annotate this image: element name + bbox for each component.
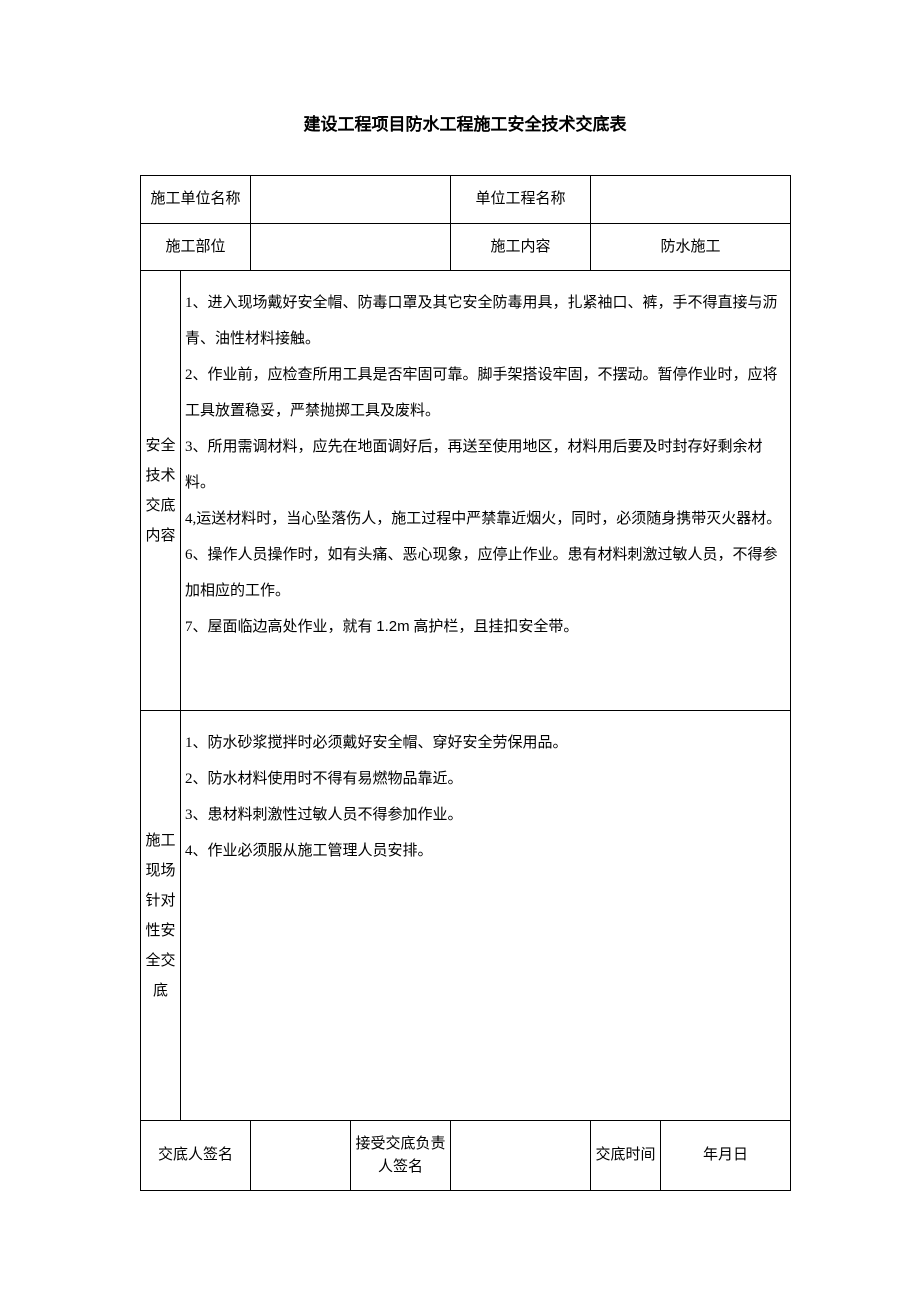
receiver-value [451,1121,591,1191]
unit-name-label: 施工单位名称 [141,176,251,224]
content-line: 1、进入现场戴好安全帽、防毒口罩及其它安全防毒用具，扎紧袖口、裤，手不得直接与沥… [185,285,782,357]
project-name-label: 单位工程名称 [451,176,591,224]
content-label: 施工内容 [451,223,591,271]
section-a-content: 1、进入现场戴好安全帽、防毒口罩及其它安全防毒用具，扎紧袖口、裤，手不得直接与沥… [181,271,791,711]
disclosure-table: 施工单位名称 单位工程名称 施工部位 施工内容 防水施工 安全技术交底内容 1、… [140,175,791,1191]
signer-value [251,1121,351,1191]
signer-label: 交底人签名 [141,1121,251,1191]
content-line: 3、患材料刺激性过敏人员不得参加作业。 [185,797,782,833]
section-b-label: 施工现场针对性安全交底 [141,711,181,1121]
unit-name-value [251,176,451,224]
time-value: 年月日 [661,1121,791,1191]
content-value: 防水施工 [591,223,791,271]
content-line: 4,运送材料时，当心坠落伤人，施工过程中严禁靠近烟火，同时，必须随身携带灭火器材… [185,501,782,537]
header-row-1: 施工单位名称 单位工程名称 [141,176,791,224]
content-line: 1、防水砂浆搅拌时必须戴好安全帽、穿好安全劳保用品。 [185,725,782,761]
time-label: 交底时间 [591,1121,661,1191]
header-row-2: 施工部位 施工内容 防水施工 [141,223,791,271]
content-line: 7、屋面临边高处作业，就有 1.2m 高护栏，且挂扣安全带。 [185,609,782,645]
section-a-label: 安全技术交底内容 [141,271,181,711]
content-line: 2、防水材料使用时不得有易燃物品靠近。 [185,761,782,797]
content-line: 2、作业前，应检查所用工具是否牢固可靠。脚手架搭设牢固，不摆动。暂停作业时，应将… [185,357,782,429]
receiver-label: 接受交底负责人签名 [351,1121,451,1191]
content-line: 6、操作人员操作时，如有头痛、恶心现象，应停止作业。患有材料刺激过敏人员，不得参… [185,537,782,609]
part-value [251,223,451,271]
content-line: 3、所用需调材料，应先在地面调好后，再送至使用地区，材料用后要及时封存好剩余材料… [185,429,782,501]
section-b-row: 施工现场针对性安全交底 1、防水砂浆搅拌时必须戴好安全帽、穿好安全劳保用品。2、… [141,711,791,1121]
section-b-content: 1、防水砂浆搅拌时必须戴好安全帽、穿好安全劳保用品。2、防水材料使用时不得有易燃… [181,711,791,1121]
footer-row: 交底人签名 接受交底负责人签名 交底时间 年月日 [141,1121,791,1191]
content-line: 4、作业必须服从施工管理人员安排。 [185,833,782,869]
part-label: 施工部位 [141,223,251,271]
page-title: 建设工程项目防水工程施工安全技术交底表 [140,110,790,135]
section-a-row: 安全技术交底内容 1、进入现场戴好安全帽、防毒口罩及其它安全防毒用具，扎紧袖口、… [141,271,791,711]
project-name-value [591,176,791,224]
